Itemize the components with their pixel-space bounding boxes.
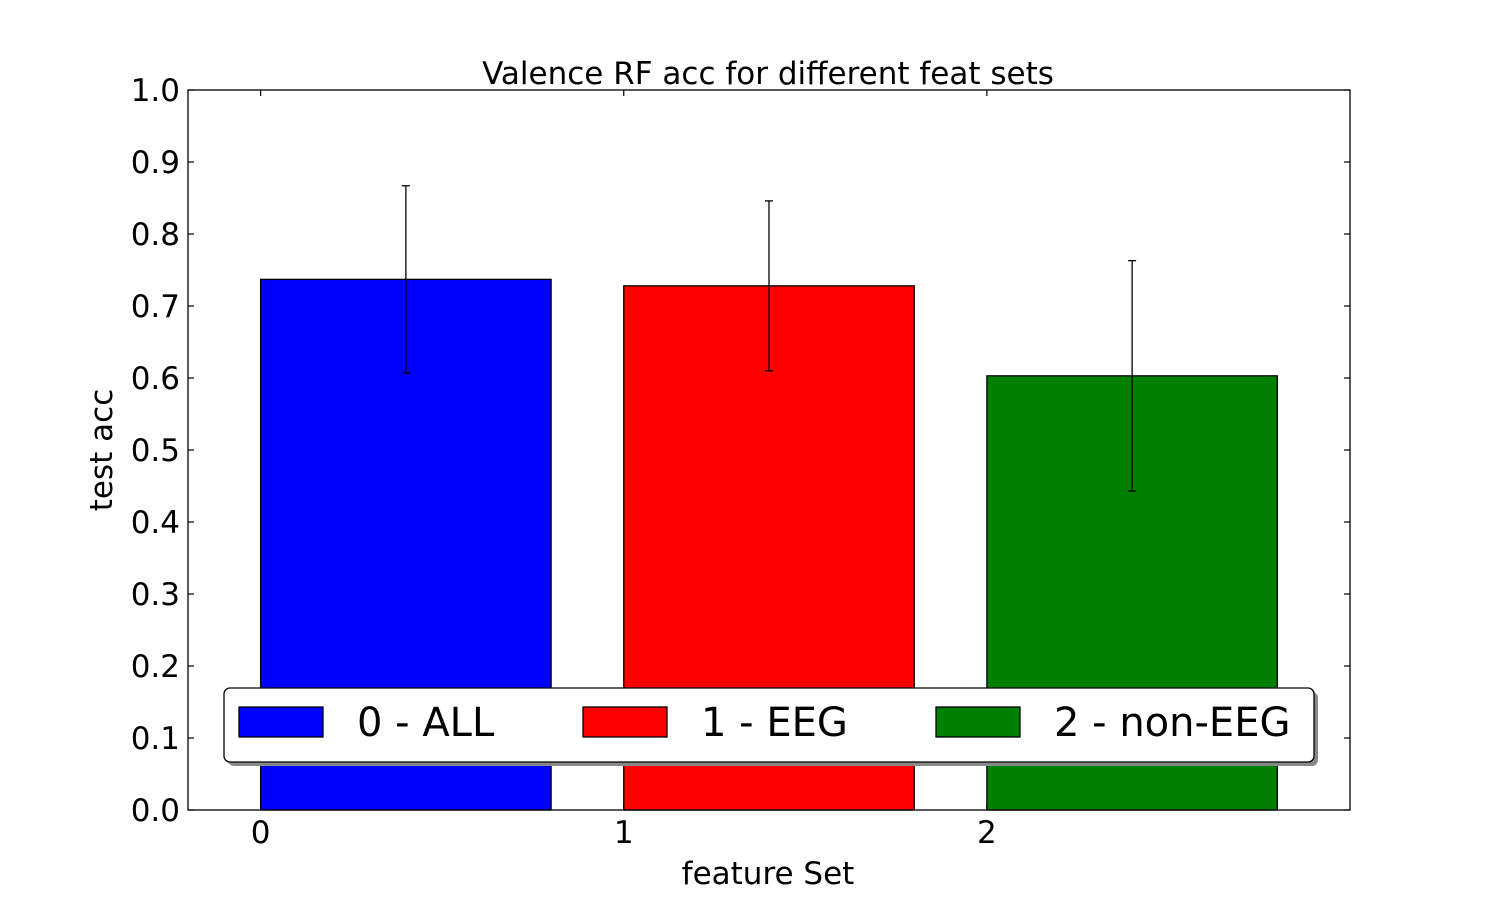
x-tick-label: 1 — [614, 815, 634, 851]
y-tick-label: 0.9 — [131, 145, 180, 181]
y-tick-label: 0.8 — [131, 217, 180, 253]
y-axis: 0.0 0.1 0.2 0.3 0.4 0.5 0.6 0.7 0.8 0.9 1.0 — [131, 73, 1350, 829]
y-tick-label: 0.5 — [131, 433, 180, 469]
legend-label: 2 - non-EEG — [1054, 700, 1290, 746]
y-tick-label: 0.0 — [131, 793, 180, 829]
legend-item-1[interactable]: 1 - EEG — [582, 700, 848, 746]
legend-swatch — [238, 706, 324, 738]
legend-item-2[interactable]: 2 - non-EEG — [935, 700, 1290, 746]
y-tick-label: 0.4 — [131, 505, 180, 541]
error-bars-group — [401, 185, 1137, 492]
legend-box — [223, 687, 1315, 763]
error-bar-1 — [765, 200, 773, 372]
y-tick-label: 0.3 — [131, 577, 180, 613]
legend-label: 1 - EEG — [701, 700, 848, 746]
error-bar-0 — [401, 185, 410, 374]
chart-title: Valence RF acc for different feat sets — [482, 56, 1054, 92]
x-axis: 0 1 2 — [251, 90, 997, 851]
x-tick-label: 0 — [251, 815, 271, 851]
y-tick-label: 1.0 — [131, 73, 180, 109]
error-bar-2 — [1128, 259, 1137, 492]
legend-swatch — [935, 706, 1021, 738]
y-tick-label: 0.6 — [131, 361, 180, 397]
x-tick-label: 2 — [977, 815, 997, 851]
legend-entries: 0 - ALL 1 - EEG 2 - non-EEG — [238, 700, 1290, 746]
x-axis-label: feature Set — [682, 856, 855, 892]
legend-swatch — [582, 706, 668, 738]
y-tick-label: 0.7 — [131, 289, 180, 325]
legend-label: 0 - ALL — [357, 700, 495, 746]
y-tick-label: 0.2 — [131, 649, 180, 685]
y-axis-label: test acc — [84, 389, 120, 511]
legend-item-0[interactable]: 0 - ALL — [238, 700, 495, 746]
y-tick-label: 0.1 — [131, 721, 180, 757]
legend[interactable]: 0 - ALL 1 - EEG 2 - non-EEG — [223, 687, 1318, 766]
